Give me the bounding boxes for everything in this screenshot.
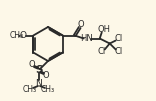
Text: Cl: Cl — [115, 47, 123, 56]
Text: O: O — [77, 20, 84, 29]
Text: Cl: Cl — [115, 34, 123, 43]
Text: O: O — [20, 31, 27, 40]
Text: CH₃: CH₃ — [23, 86, 37, 95]
Text: O: O — [43, 71, 49, 80]
Text: HN: HN — [80, 34, 93, 43]
Text: CH₃: CH₃ — [9, 31, 23, 39]
Text: S: S — [35, 65, 43, 75]
Text: OH: OH — [97, 25, 110, 34]
Text: O: O — [29, 60, 35, 69]
Text: CH₃: CH₃ — [41, 86, 55, 95]
Text: Cl: Cl — [98, 47, 106, 56]
Text: N: N — [36, 78, 42, 87]
